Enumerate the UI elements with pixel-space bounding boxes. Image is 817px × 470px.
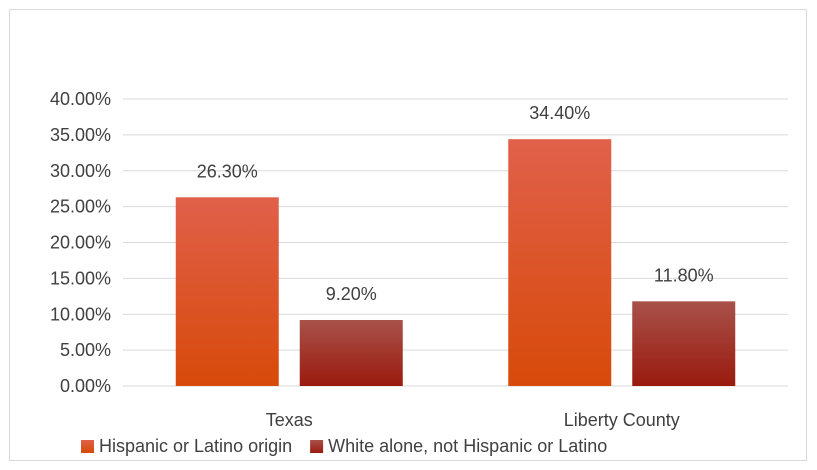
legend-swatch (81, 440, 94, 453)
data-label: 9.20% (326, 284, 377, 304)
y-tick-label: 15.00% (50, 268, 111, 288)
bars (175, 139, 736, 386)
bar (508, 139, 612, 386)
y-tick-label: 25.00% (50, 197, 111, 217)
y-tick-label: 5.00% (60, 340, 111, 360)
bar (632, 301, 736, 386)
y-tick-label: 0.00% (60, 376, 111, 396)
legend: Hispanic or Latino origin White alone, no… (81, 436, 607, 456)
legend-label: White alone, not Hispanic or Latino (328, 436, 607, 456)
data-label: 26.30% (197, 161, 258, 181)
legend-swatch (310, 440, 324, 453)
y-tick-label: 10.00% (50, 304, 111, 324)
data-label: 11.80% (654, 265, 714, 285)
bar (175, 197, 279, 386)
category-label: Liberty County (564, 410, 680, 430)
y-tick-label: 35.00% (50, 125, 111, 145)
category-label: Texas (266, 410, 313, 430)
data-label: 34.40% (529, 103, 590, 123)
x-axis-categories: Texas Liberty County (266, 410, 680, 430)
y-tick-label: 30.00% (50, 161, 111, 181)
y-tick-label: 40.00% (50, 89, 111, 109)
y-tick-label: 20.00% (50, 233, 111, 253)
legend-label: Hispanic or Latino origin (99, 436, 292, 456)
bar (299, 319, 403, 386)
y-axis-ticks: 0.00% 5.00% 10.00% 15.00% 20.00% 25.00% 30.00%… (50, 89, 111, 396)
data-labels: 26.30% 9.20% 34.40% 11.80% (197, 103, 714, 304)
